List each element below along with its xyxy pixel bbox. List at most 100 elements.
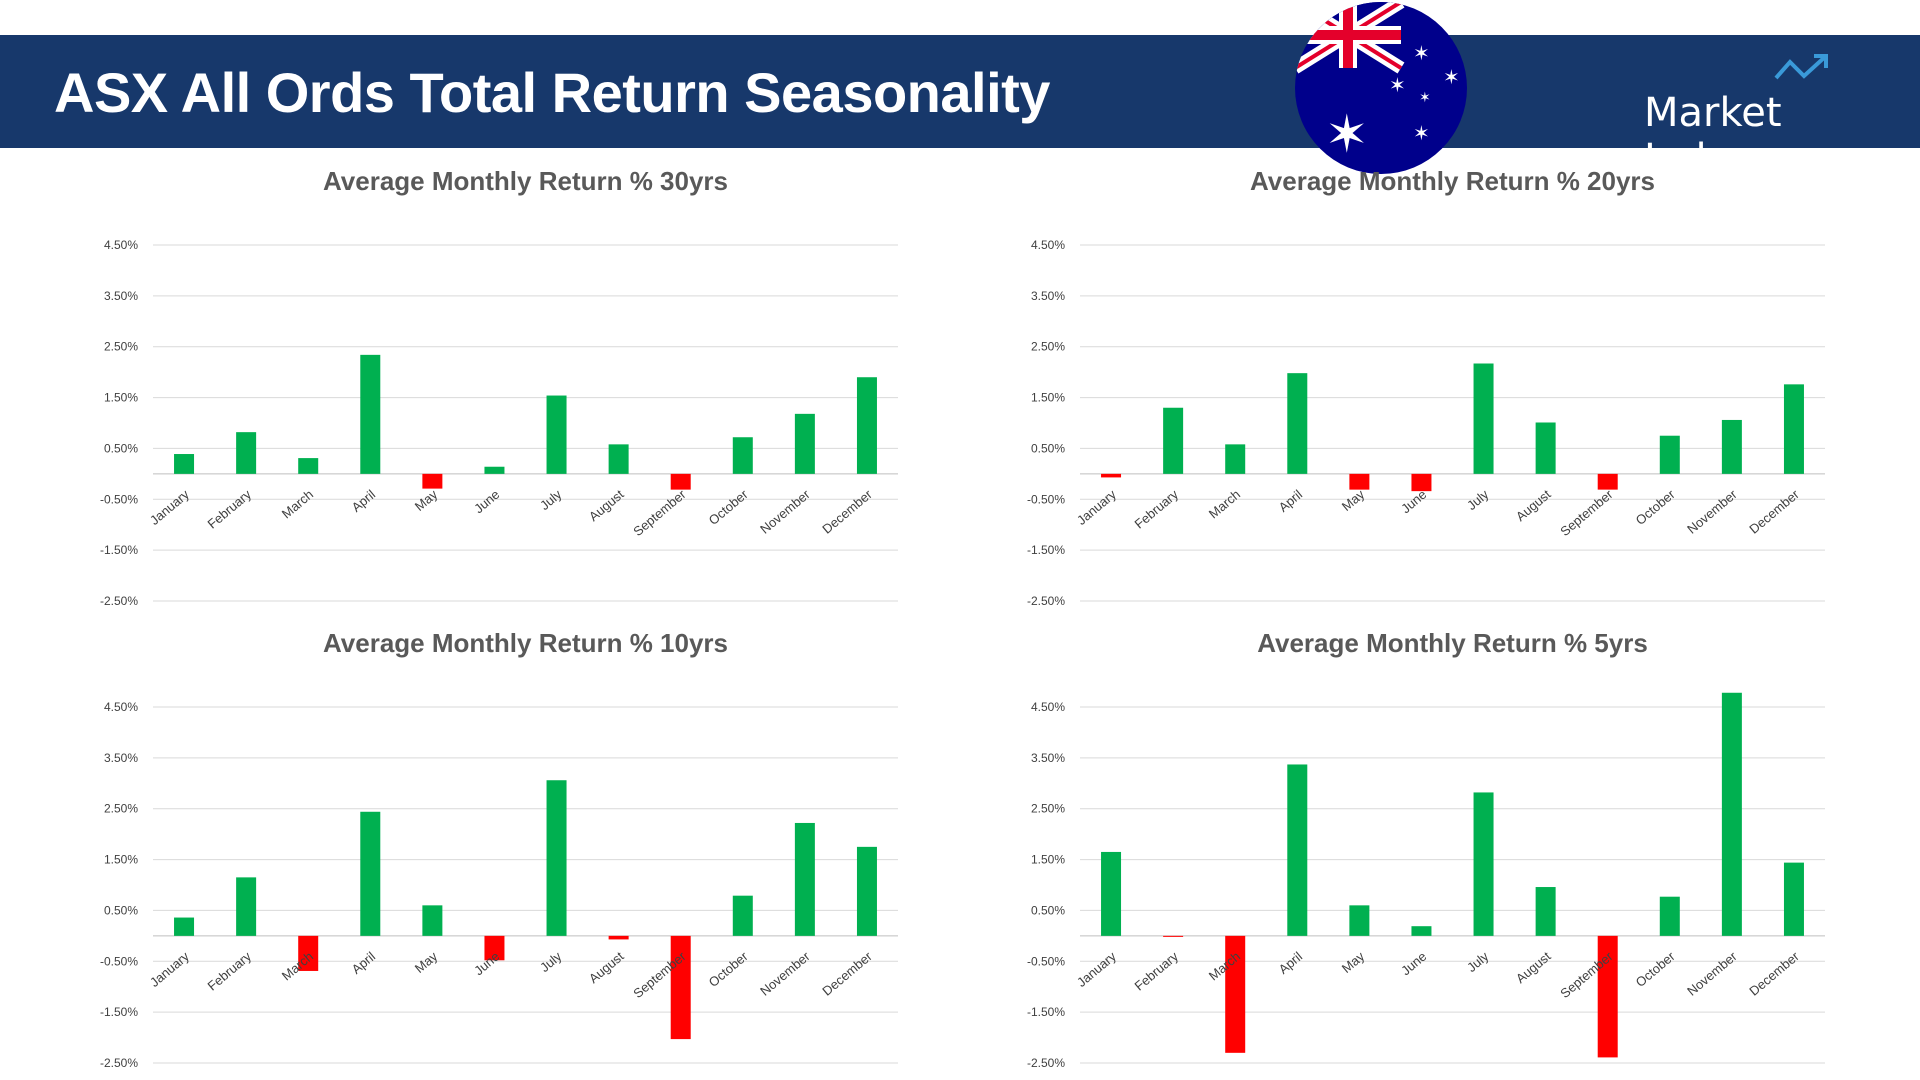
x-tick-label: January bbox=[1074, 948, 1119, 990]
bar-july bbox=[546, 395, 567, 474]
x-tick-label: February bbox=[205, 948, 255, 993]
bar-march bbox=[298, 935, 319, 971]
y-tick-label: -2.50% bbox=[100, 594, 138, 608]
x-tick-label: November bbox=[757, 948, 813, 998]
x-tick-label: March bbox=[1206, 487, 1243, 522]
y-tick-label: 3.50% bbox=[104, 289, 138, 303]
bar-february bbox=[1163, 935, 1184, 937]
x-tick-label: June bbox=[1398, 949, 1429, 979]
bar-february bbox=[236, 432, 257, 474]
x-tick-label: December bbox=[819, 948, 875, 998]
bar-january bbox=[174, 917, 195, 936]
bar-july bbox=[1473, 792, 1494, 936]
y-tick-label: 3.50% bbox=[104, 751, 138, 765]
bar-november bbox=[794, 822, 815, 936]
bar-january bbox=[1101, 473, 1122, 478]
bar-february bbox=[1163, 407, 1184, 474]
bar-october bbox=[732, 437, 753, 474]
x-tick-label: January bbox=[147, 486, 192, 528]
y-tick-label: 4.50% bbox=[104, 700, 138, 714]
svg-text:✶: ✶ bbox=[1419, 90, 1431, 106]
bar-october bbox=[732, 895, 753, 936]
x-tick-label: August bbox=[586, 486, 627, 524]
x-tick-label: October bbox=[706, 948, 752, 990]
x-tick-label: June bbox=[471, 487, 502, 517]
bar-november bbox=[1721, 419, 1742, 474]
x-tick-label: December bbox=[1746, 948, 1802, 998]
y-tick-label: 2.50% bbox=[1031, 340, 1065, 354]
y-tick-label: -0.50% bbox=[100, 492, 138, 506]
x-tick-label: May bbox=[1339, 486, 1368, 514]
x-tick-label: May bbox=[412, 486, 441, 514]
y-tick-label: 2.50% bbox=[1031, 802, 1065, 816]
logo-text: Market Index bbox=[1644, 90, 1782, 182]
bar-september bbox=[670, 473, 691, 490]
bar-april bbox=[1287, 373, 1308, 474]
svg-text:✶: ✶ bbox=[1413, 41, 1430, 65]
y-tick-label: -1.50% bbox=[100, 543, 138, 557]
y-tick-label: 2.50% bbox=[104, 340, 138, 354]
bar-march bbox=[1225, 935, 1246, 1053]
y-tick-label: 3.50% bbox=[1031, 289, 1065, 303]
y-tick-label: 0.50% bbox=[1031, 903, 1065, 917]
bar-april bbox=[360, 811, 381, 936]
x-tick-label: August bbox=[1513, 948, 1554, 986]
y-tick-label: -2.50% bbox=[100, 1056, 138, 1070]
x-tick-label: November bbox=[757, 486, 813, 536]
bar-august bbox=[608, 935, 629, 940]
x-tick-label: September bbox=[1557, 486, 1616, 539]
svg-text:✶: ✶ bbox=[1413, 121, 1430, 145]
x-tick-label: October bbox=[1633, 948, 1679, 990]
x-tick-label: February bbox=[1132, 486, 1182, 531]
bar-september bbox=[1597, 473, 1618, 490]
x-tick-label: December bbox=[819, 486, 875, 536]
x-tick-label: January bbox=[1074, 486, 1119, 528]
bar-january bbox=[174, 454, 195, 474]
y-tick-label: -1.50% bbox=[100, 1005, 138, 1019]
bar-may bbox=[422, 905, 443, 936]
x-tick-label: April bbox=[1276, 949, 1306, 977]
y-tick-label: 4.50% bbox=[1031, 238, 1065, 252]
x-tick-label: October bbox=[1633, 486, 1679, 528]
bar-march bbox=[298, 458, 319, 474]
market-index-logo: Market Index bbox=[1644, 50, 1904, 182]
australia-flag-icon: ✶ ✶ ✶ ✶ ✶ ✶ bbox=[1295, 2, 1467, 174]
bar-june bbox=[484, 935, 505, 961]
bar-october bbox=[1659, 896, 1680, 936]
y-tick-label: 0.50% bbox=[104, 441, 138, 455]
x-tick-label: August bbox=[1513, 486, 1554, 524]
bar-august bbox=[1535, 887, 1556, 936]
bar-december bbox=[1783, 862, 1804, 936]
bar-november bbox=[1721, 692, 1742, 936]
y-tick-label: -2.50% bbox=[1027, 594, 1065, 608]
x-tick-label: February bbox=[205, 486, 255, 531]
bar-december bbox=[856, 846, 877, 936]
chart-20yrs: Average Monthly Return % 20yrs 4.50% 3.50… bbox=[927, 150, 1887, 610]
bar-june bbox=[1411, 473, 1432, 492]
trend-up-arrow-icon bbox=[1774, 54, 1828, 80]
y-tick-label: 1.50% bbox=[104, 391, 138, 405]
y-tick-label: 1.50% bbox=[1031, 853, 1065, 867]
y-tick-label: 1.50% bbox=[104, 853, 138, 867]
x-tick-label: November bbox=[1684, 948, 1740, 998]
y-tick-label: -0.50% bbox=[1027, 954, 1065, 968]
bar-december bbox=[1783, 384, 1804, 474]
bar-october bbox=[1659, 435, 1680, 474]
y-tick-label: 4.50% bbox=[104, 238, 138, 252]
bar-august bbox=[1535, 422, 1556, 474]
x-tick-label: August bbox=[586, 948, 627, 986]
x-tick-label: July bbox=[1464, 948, 1492, 975]
x-tick-label: April bbox=[349, 487, 379, 515]
x-tick-label: February bbox=[1132, 948, 1182, 993]
bar-february bbox=[236, 877, 257, 936]
bar-april bbox=[1287, 764, 1308, 936]
x-tick-label: July bbox=[537, 486, 565, 513]
x-tick-label: December bbox=[1746, 486, 1802, 536]
bar-september bbox=[670, 935, 691, 1040]
bar-may bbox=[1349, 905, 1370, 936]
chart-title: Average Monthly Return % 20yrs bbox=[1249, 166, 1656, 196]
y-tick-label: -2.50% bbox=[1027, 1056, 1065, 1070]
svg-text:✶: ✶ bbox=[1325, 105, 1369, 165]
y-tick-label: -1.50% bbox=[1027, 1005, 1065, 1019]
y-tick-label: -1.50% bbox=[1027, 543, 1065, 557]
